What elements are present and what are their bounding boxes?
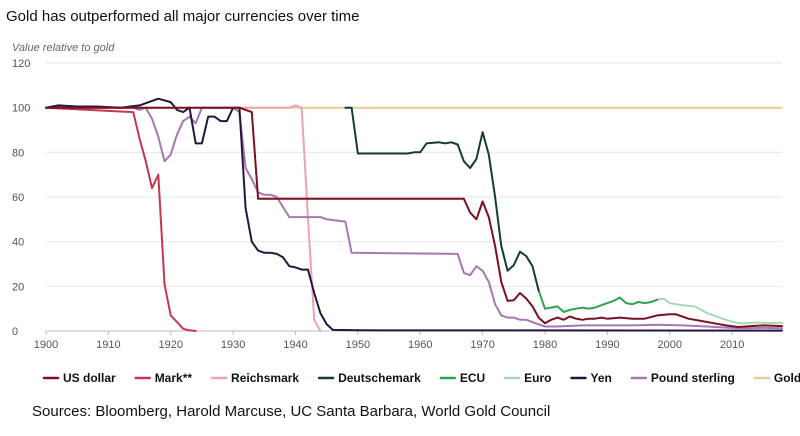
- series-line-reichsmark: [194, 104, 322, 332]
- x-tick-2010: 2010: [720, 339, 744, 351]
- legend: US dollar Mark** Reichsmark Deutschemark ECU…: [42, 371, 800, 385]
- series-lines: [45, 97, 783, 332]
- x-tick-1980: 1980: [533, 339, 557, 351]
- series-line-mark: [45, 106, 197, 332]
- legend-label-deutschemark: Deutschemark: [338, 371, 421, 385]
- legend-label-yen: Yen: [591, 371, 612, 385]
- x-tick-1920: 1920: [159, 339, 183, 351]
- y-tick-100: 100: [12, 103, 30, 115]
- legend-item-pound-sterling: Pound sterling: [630, 371, 735, 385]
- legend-item-gold: Gold: [753, 371, 800, 385]
- legend-label-euro: Euro: [524, 371, 551, 385]
- legend-item-us-dollar: US dollar: [42, 371, 116, 385]
- y-tick-60: 60: [12, 192, 24, 204]
- y-tick-20: 20: [12, 281, 24, 293]
- series-line-pound-sterling: [45, 106, 783, 330]
- y-tick-120: 120: [12, 58, 30, 70]
- x-tick-2000: 2000: [657, 339, 681, 351]
- legend-item-euro: Euro: [503, 371, 552, 385]
- series-line-deutschemark: [344, 106, 540, 292]
- sources-note: Sources: Bloomberg, Harold Marcuse, UC S…: [32, 403, 551, 420]
- legend-label-ecu: ECU: [460, 371, 485, 385]
- x-tick-1950: 1950: [346, 339, 370, 351]
- series-line-euro: [656, 297, 783, 325]
- chart-title: Gold has outperformed all major currenci…: [6, 8, 360, 25]
- x-tick-1930: 1930: [221, 339, 245, 351]
- x-tick-labels: 1900 1910 1920 1930 1940 1950 1960 1970 1980 1990…: [34, 339, 745, 351]
- legend-label-us-dollar: US dollar: [63, 371, 116, 385]
- x-tick-1970: 1970: [470, 339, 494, 351]
- series-line-us-dollar: [45, 106, 783, 328]
- y-tick-0: 0: [12, 326, 18, 338]
- legend-item-ecu: ECU: [439, 371, 485, 385]
- legend-item-yen: Yen: [570, 371, 612, 385]
- series-line-ecu: [537, 289, 659, 313]
- x-tick-1940: 1940: [283, 339, 307, 351]
- legend-label-pound-sterling: Pound sterling: [651, 371, 735, 385]
- legend-item-deutschemark: Deutschemark: [317, 371, 421, 385]
- legend-label-reichsmark: Reichsmark: [231, 371, 299, 385]
- x-tick-1990: 1990: [595, 339, 619, 351]
- y-axis-label: Value relative to gold: [12, 42, 115, 54]
- legend-item-reichsmark: Reichsmark: [210, 371, 299, 385]
- x-tick-1910: 1910: [96, 339, 120, 351]
- x-tick-1960: 1960: [408, 339, 432, 351]
- y-tick-labels: 0 20 40 60 80 100 120: [12, 58, 30, 338]
- legend-label-mark: Mark**: [155, 371, 193, 385]
- legend-label-gold: Gold: [774, 371, 800, 385]
- x-tick-1900: 1900: [34, 339, 58, 351]
- legend-item-mark: Mark**: [134, 371, 193, 385]
- y-tick-80: 80: [12, 147, 24, 159]
- y-tick-40: 40: [12, 237, 24, 249]
